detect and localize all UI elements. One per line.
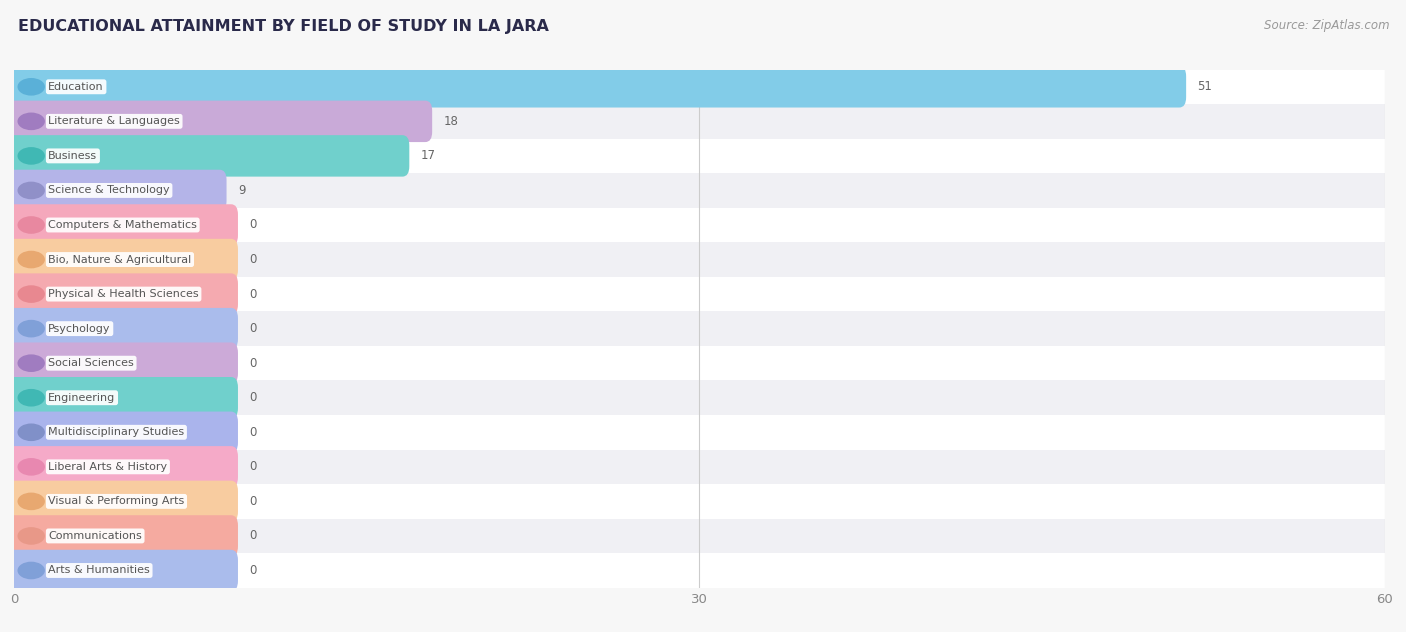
Text: 0: 0 (249, 530, 257, 542)
Ellipse shape (17, 251, 45, 269)
Ellipse shape (17, 458, 45, 476)
Text: Computers & Mathematics: Computers & Mathematics (48, 220, 197, 230)
Text: EDUCATIONAL ATTAINMENT BY FIELD OF STUDY IN LA JARA: EDUCATIONAL ATTAINMENT BY FIELD OF STUDY… (18, 19, 550, 34)
Ellipse shape (17, 78, 45, 95)
Bar (14, 277, 1385, 312)
Text: Science & Technology: Science & Technology (48, 185, 170, 195)
Bar (14, 312, 1385, 346)
Ellipse shape (17, 423, 45, 441)
FancyBboxPatch shape (7, 377, 238, 418)
Text: 0: 0 (249, 564, 257, 577)
Ellipse shape (17, 492, 45, 510)
Text: Literature & Languages: Literature & Languages (48, 116, 180, 126)
Text: Bio, Nature & Agricultural: Bio, Nature & Agricultural (48, 255, 191, 265)
Bar (14, 138, 1385, 173)
Ellipse shape (17, 562, 45, 580)
Text: Communications: Communications (48, 531, 142, 541)
FancyBboxPatch shape (7, 66, 1187, 107)
Text: 0: 0 (249, 219, 257, 231)
FancyBboxPatch shape (7, 446, 238, 487)
Ellipse shape (17, 285, 45, 303)
Text: 17: 17 (420, 149, 436, 162)
Bar (14, 173, 1385, 208)
Bar (14, 484, 1385, 519)
Bar (14, 346, 1385, 380)
Text: Visual & Performing Arts: Visual & Performing Arts (48, 496, 184, 506)
Text: Psychology: Psychology (48, 324, 111, 334)
Ellipse shape (17, 181, 45, 199)
Bar (14, 104, 1385, 138)
Text: 51: 51 (1198, 80, 1212, 94)
Text: Education: Education (48, 82, 104, 92)
Text: Social Sciences: Social Sciences (48, 358, 134, 368)
FancyBboxPatch shape (7, 100, 432, 142)
FancyBboxPatch shape (7, 135, 409, 176)
Text: 18: 18 (444, 115, 458, 128)
Text: 0: 0 (249, 460, 257, 473)
FancyBboxPatch shape (7, 411, 238, 453)
Bar (14, 553, 1385, 588)
Text: Arts & Humanities: Arts & Humanities (48, 566, 150, 576)
Bar (14, 449, 1385, 484)
Text: 0: 0 (249, 288, 257, 301)
Text: 0: 0 (249, 356, 257, 370)
Text: 0: 0 (249, 495, 257, 508)
Ellipse shape (17, 320, 45, 337)
FancyBboxPatch shape (7, 170, 226, 211)
Text: Business: Business (48, 151, 97, 161)
Text: 9: 9 (238, 184, 246, 197)
Bar (14, 70, 1385, 104)
Text: Engineering: Engineering (48, 392, 115, 403)
FancyBboxPatch shape (7, 515, 238, 557)
Bar (14, 415, 1385, 449)
Text: 0: 0 (249, 322, 257, 335)
Ellipse shape (17, 527, 45, 545)
Bar (14, 519, 1385, 553)
FancyBboxPatch shape (7, 343, 238, 384)
FancyBboxPatch shape (7, 274, 238, 315)
FancyBboxPatch shape (7, 204, 238, 246)
Ellipse shape (17, 112, 45, 130)
Bar (14, 380, 1385, 415)
Ellipse shape (17, 147, 45, 165)
Text: Multidisciplinary Studies: Multidisciplinary Studies (48, 427, 184, 437)
Ellipse shape (17, 216, 45, 234)
FancyBboxPatch shape (7, 481, 238, 522)
Text: Source: ZipAtlas.com: Source: ZipAtlas.com (1264, 19, 1389, 32)
Ellipse shape (17, 389, 45, 406)
Text: 0: 0 (249, 426, 257, 439)
Ellipse shape (17, 355, 45, 372)
FancyBboxPatch shape (7, 308, 238, 349)
FancyBboxPatch shape (7, 239, 238, 280)
Bar (14, 208, 1385, 242)
FancyBboxPatch shape (7, 550, 238, 591)
Text: 0: 0 (249, 253, 257, 266)
Text: 0: 0 (249, 391, 257, 404)
Bar (14, 242, 1385, 277)
Text: Liberal Arts & History: Liberal Arts & History (48, 462, 167, 472)
Text: Physical & Health Sciences: Physical & Health Sciences (48, 289, 200, 299)
